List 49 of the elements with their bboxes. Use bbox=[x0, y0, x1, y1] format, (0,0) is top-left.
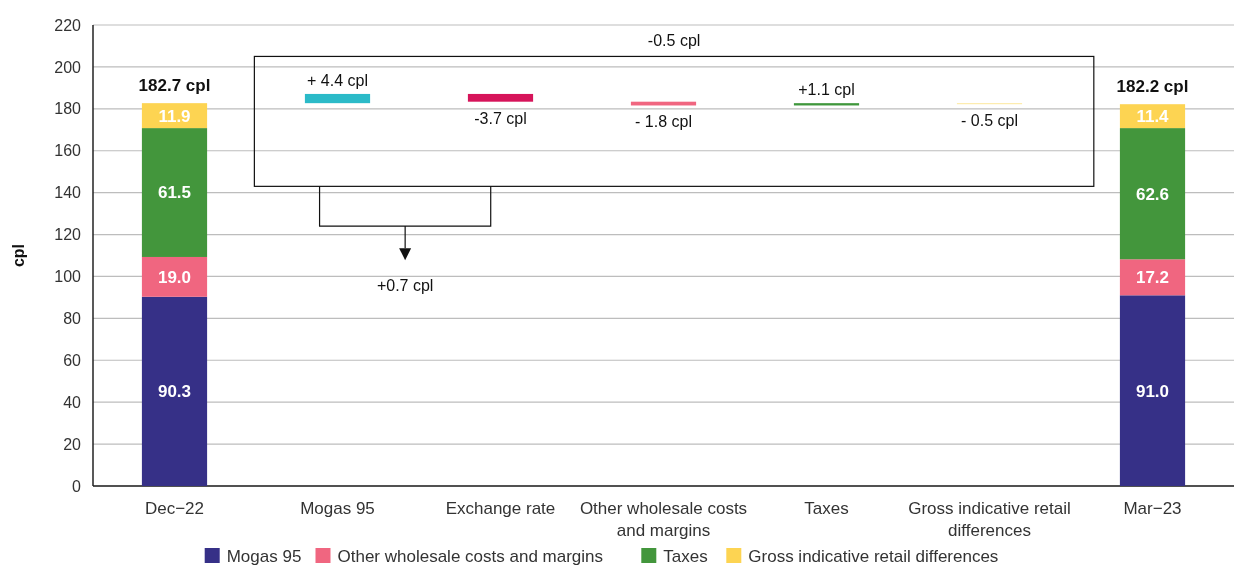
data-label: 11.4 bbox=[1136, 107, 1170, 127]
bar bbox=[1119, 295, 1186, 486]
y-tick-label: 200 bbox=[54, 58, 82, 76]
y-tick-label: 140 bbox=[54, 184, 82, 202]
total-label: 182.7 cpl bbox=[138, 76, 211, 96]
data-label: +1.1 cpl bbox=[798, 81, 855, 99]
total-label: 182.2 cpl bbox=[1116, 77, 1189, 97]
legend-label: Gross indicative retail differences bbox=[748, 547, 999, 566]
data-label: 61.5 bbox=[157, 183, 192, 203]
x-tick-label: Gross indicative retail differences bbox=[908, 499, 1071, 540]
bar bbox=[467, 93, 534, 102]
y-tick-label: 40 bbox=[63, 393, 82, 411]
bar bbox=[141, 256, 208, 297]
bar bbox=[1119, 259, 1186, 296]
x-tick-label: Taxes bbox=[804, 499, 849, 518]
bar bbox=[304, 93, 371, 104]
data-label: 11.9 bbox=[158, 106, 191, 126]
legend-label: Taxes bbox=[663, 547, 708, 566]
y-tick-label: 20 bbox=[63, 435, 82, 453]
x-tick-label: Other wholesale costs and margins bbox=[579, 499, 748, 540]
y-tick-label: 120 bbox=[54, 226, 82, 244]
data-label: 17.2 bbox=[1135, 268, 1170, 288]
y-tick-label: 160 bbox=[54, 142, 82, 160]
legend-label: Other wholesale costs and margins bbox=[337, 547, 604, 566]
x-tick-label: Dec−22 bbox=[144, 499, 205, 518]
bar bbox=[141, 128, 208, 257]
y-tick-label: 80 bbox=[63, 309, 82, 327]
y-tick-label: 180 bbox=[54, 100, 82, 118]
data-label: 90.3 bbox=[157, 382, 192, 402]
x-tick-label: Mar−23 bbox=[1123, 499, 1182, 518]
bar bbox=[141, 296, 208, 486]
data-label: - 1.8 cpl bbox=[635, 113, 692, 131]
y-tick-label: 0 bbox=[72, 477, 82, 495]
annotation: -0.5 cpl bbox=[647, 32, 701, 50]
legend-label: Mogas 95 bbox=[226, 547, 302, 566]
y-tick-label: 220 bbox=[54, 16, 82, 34]
y-tick-label: 100 bbox=[54, 268, 82, 286]
data-label: 19.0 bbox=[157, 267, 192, 287]
data-label: 91.0 bbox=[1135, 381, 1170, 401]
annotation: +0.7 cpl bbox=[376, 277, 434, 295]
x-tick-label: Exchange rate bbox=[445, 499, 556, 518]
bar bbox=[1119, 128, 1186, 260]
data-label: + 4.4 cpl bbox=[307, 71, 368, 89]
data-label: -3.7 cpl bbox=[474, 109, 527, 127]
x-tick-label: Mogas 95 bbox=[300, 499, 375, 518]
data-label: - 0.5 cpl bbox=[961, 112, 1018, 130]
data-label: 62.6 bbox=[1135, 184, 1170, 204]
y-axis-title: cpl bbox=[10, 243, 27, 268]
y-tick-label: 60 bbox=[63, 351, 82, 369]
